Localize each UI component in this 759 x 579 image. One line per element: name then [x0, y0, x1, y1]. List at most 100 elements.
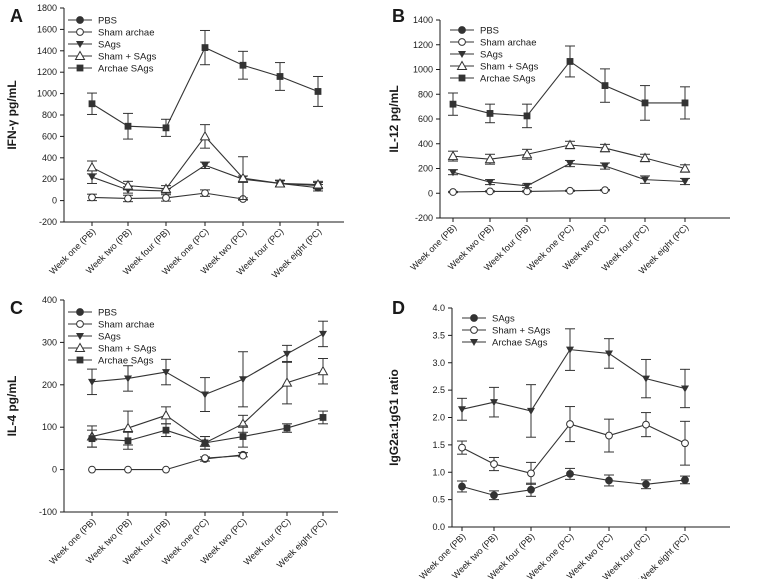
data-point — [239, 376, 247, 384]
data-point — [566, 186, 574, 195]
series-line-segment — [526, 163, 571, 187]
data-point — [681, 385, 689, 393]
legend-marker — [76, 16, 84, 24]
data-point — [201, 454, 209, 463]
legend-label: SAgs — [480, 50, 503, 61]
series-line-segment — [165, 414, 206, 444]
series-line-segment — [91, 377, 129, 383]
series-line-segment — [569, 163, 606, 167]
series-line-segment — [204, 192, 244, 200]
y-tick-label: 600 — [42, 131, 57, 141]
y-axis-label: IFN-γ pg/mL — [5, 80, 19, 149]
data-point — [449, 169, 457, 177]
y-tick-label: 1400 — [413, 15, 433, 25]
legend-marker — [470, 314, 478, 322]
series-line-segment — [530, 349, 571, 412]
y-tick-label: 1.0 — [432, 467, 445, 477]
data-point — [681, 178, 689, 186]
data-point — [566, 160, 574, 168]
data-point — [447, 150, 459, 161]
y-tick-label: 200 — [42, 174, 57, 184]
data-point — [642, 480, 650, 489]
series-line-segment — [91, 103, 129, 127]
data-point — [124, 437, 132, 445]
y-tick-label: 0 — [428, 188, 433, 198]
data-point — [601, 186, 609, 195]
data-point — [283, 424, 291, 432]
data-point — [314, 88, 322, 95]
series-line-segment — [489, 153, 528, 160]
series-line-segment — [645, 378, 686, 390]
series-line-segment — [645, 424, 686, 444]
series-line-segment — [604, 85, 646, 104]
data-point — [88, 174, 96, 182]
panel-label: A — [10, 6, 23, 26]
series-line-segment — [608, 352, 647, 380]
series-line-segment — [91, 196, 129, 200]
data-point — [681, 439, 689, 448]
series-line-segment — [127, 371, 167, 379]
series-line-segment — [452, 155, 491, 160]
data-point — [566, 58, 574, 65]
data-point — [88, 435, 96, 443]
legend-label: PBS — [98, 308, 117, 319]
data-point — [566, 346, 574, 354]
y-tick-label: 300 — [42, 337, 57, 347]
legend-label: Sham archae — [98, 28, 155, 39]
y-tick-label: 400 — [42, 153, 57, 163]
legend-marker — [76, 308, 84, 316]
series-sham-sags — [447, 139, 691, 173]
y-tick-label: 2.0 — [432, 413, 445, 423]
series-line-segment — [204, 164, 244, 180]
data-point — [564, 139, 576, 149]
series-line-segment — [452, 103, 491, 114]
series-line-segment — [461, 401, 495, 410]
series-line-segment — [452, 190, 491, 193]
y-tick-label: 4.0 — [432, 303, 445, 313]
y-tick-label: 1800 — [37, 3, 57, 13]
y-tick-label: 0.0 — [432, 522, 445, 532]
data-point — [201, 44, 209, 51]
y-tick-label: 1000 — [37, 89, 57, 99]
legend-label: Archae SAgs — [480, 74, 536, 85]
series-line-segment — [604, 147, 646, 159]
y-tick-label: 1.5 — [432, 440, 445, 450]
legend-marker — [458, 51, 466, 58]
series-line-segment — [204, 136, 244, 179]
series-line-segment — [204, 423, 244, 444]
legend-marker — [458, 38, 466, 46]
series-line-segment — [452, 171, 491, 183]
series-line-segment — [91, 438, 129, 442]
series-line-segment — [569, 61, 606, 87]
series-line-segment — [645, 479, 686, 485]
data-point — [681, 476, 689, 484]
data-point — [274, 177, 286, 188]
data-point — [312, 179, 324, 189]
data-point — [122, 180, 134, 190]
panel-label: D — [392, 298, 405, 318]
series-line-segment — [569, 473, 610, 482]
series-line-segment — [526, 190, 571, 192]
legend-label: SAgs — [492, 314, 515, 325]
data-point — [88, 193, 96, 202]
data-point — [201, 162, 209, 170]
data-point — [239, 433, 247, 440]
data-point — [527, 485, 535, 494]
y-tick-label: 1400 — [37, 46, 57, 56]
data-point — [88, 465, 96, 474]
y-tick-label: -100 — [39, 507, 57, 517]
series-line-segment — [286, 416, 324, 429]
data-point — [239, 451, 247, 460]
data-point — [160, 409, 172, 420]
series-line-segment — [286, 333, 324, 355]
data-point — [283, 350, 291, 358]
series-line-segment — [242, 177, 281, 185]
data-point — [679, 162, 691, 173]
series-line-segment — [127, 429, 167, 442]
y-tick-label: -200 — [39, 217, 57, 227]
series-line-segment — [204, 455, 244, 459]
series-archae-sags — [457, 328, 690, 438]
legend-label: PBS — [480, 26, 499, 37]
